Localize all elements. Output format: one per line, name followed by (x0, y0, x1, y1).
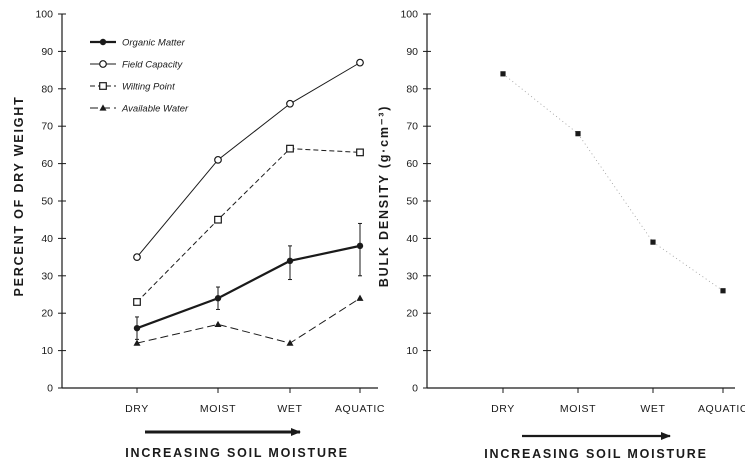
legend-label-organic-matter: Organic Matter (122, 38, 186, 49)
left-y-tick-label: 80 (41, 83, 53, 95)
data-point-available-water (133, 339, 141, 346)
bulk-density-trend-line (502, 73, 724, 292)
bulk-density-point (720, 288, 726, 294)
legend-label-wilting-point: Wilting Point (122, 82, 175, 93)
right-scatter-chart: 0 10 20 30 40 50 60 70 80 90 100 DRY MOIST WET AQUATI… (377, 9, 745, 462)
right-category-label: WET (640, 403, 665, 415)
right-category-label: MOIST (560, 403, 596, 415)
series-line-field-capacity (136, 62, 361, 258)
legend-marker-field-capacity (99, 60, 107, 68)
data-point-organic-matter (286, 257, 294, 265)
right-y-tick-label: 0 (412, 383, 418, 395)
left-line-chart: 0 10 20 30 40 50 60 70 80 90 100 DRY MOIST WET AQUATI… (12, 9, 385, 461)
right-y-axis-title: BULK DENSITY (g·cm⁻³) (377, 105, 391, 287)
left-y-tick-label: 10 (41, 345, 53, 357)
legend-label-field-capacity: Field Capacity (122, 60, 183, 71)
right-category-label: AQUATIC (698, 403, 745, 415)
right-y-tick-label: 40 (406, 233, 418, 245)
left-y-tick-label: 60 (41, 158, 53, 170)
right-y-tick-label: 30 (406, 270, 418, 282)
left-y-tick-label: 30 (41, 270, 53, 282)
series-line-wilting-point (136, 148, 361, 303)
left-category-label: AQUATIC (335, 403, 385, 415)
right-y-tick-label: 90 (406, 46, 418, 58)
data-point-field-capacity (214, 155, 222, 164)
data-point-available-water (286, 339, 294, 346)
series-line-organic-matter (136, 244, 361, 330)
data-point-organic-matter (214, 295, 222, 302)
left-y-axis-title: PERCENT OF DRY WEIGHT (12, 95, 26, 296)
right-y-tick-label: 60 (406, 158, 418, 170)
left-y-tick-group: 0 10 20 30 40 50 60 70 80 90 100 (35, 9, 66, 395)
left-category-label: DRY (125, 403, 149, 415)
bulk-density-point (575, 131, 581, 137)
data-point-organic-matter (356, 242, 364, 250)
data-point-wilting-point (133, 298, 141, 306)
data-point-field-capacity (133, 253, 141, 262)
data-point-wilting-point (286, 144, 294, 153)
right-y-tick-label: 80 (406, 83, 418, 95)
legend-marker-available-water (99, 104, 107, 111)
right-y-tick-label: 20 (406, 308, 418, 320)
right-category-label: DRY (491, 403, 515, 415)
left-y-tick-label: 40 (41, 233, 53, 245)
bulk-density-point (500, 71, 506, 77)
data-point-available-water (214, 320, 222, 328)
legend-label-available-water: Available Water (121, 104, 189, 115)
data-point-wilting-point (214, 215, 222, 224)
right-y-tick-label: 70 (406, 121, 418, 133)
left-series-group (133, 58, 364, 346)
data-point-available-water (356, 294, 364, 301)
left-category-label: MOIST (200, 403, 236, 415)
right-category-group: DRY MOIST WET AQUATIC (491, 388, 745, 415)
right-points-group (500, 71, 726, 294)
legend-marker-organic-matter (99, 38, 107, 46)
left-y-tick-label: 90 (41, 46, 53, 58)
legend-marker-wilting-point (99, 82, 107, 90)
right-y-tick-label: 10 (406, 345, 418, 357)
left-y-tick-label: 20 (41, 308, 53, 320)
right-x-axis-title: INCREASING SOIL MOISTURE (484, 447, 708, 461)
left-category-label: WET (277, 403, 302, 415)
left-y-tick-label: 0 (47, 383, 53, 395)
right-y-tick-label: 100 (400, 9, 418, 21)
right-y-tick-group: 0 10 20 30 40 50 60 70 80 90 100 (400, 9, 431, 395)
data-point-organic-matter (133, 324, 141, 332)
left-y-tick-label: 100 (35, 9, 53, 21)
left-x-axis-title: INCREASING SOIL MOISTURE (125, 446, 349, 460)
left-y-tick-label: 50 (41, 196, 53, 208)
bulk-density-point (650, 239, 656, 245)
right-y-tick-label: 50 (406, 196, 418, 208)
data-point-wilting-point (356, 148, 364, 157)
left-y-tick-label: 70 (41, 121, 53, 133)
series-line-available-water (136, 297, 361, 344)
data-point-field-capacity (286, 99, 294, 108)
left-category-group: DRY MOIST WET AQUATIC (125, 388, 385, 415)
left-legend: Organic Matter Field Capacity Wilting Poin… (90, 38, 189, 115)
data-point-field-capacity (356, 58, 364, 67)
